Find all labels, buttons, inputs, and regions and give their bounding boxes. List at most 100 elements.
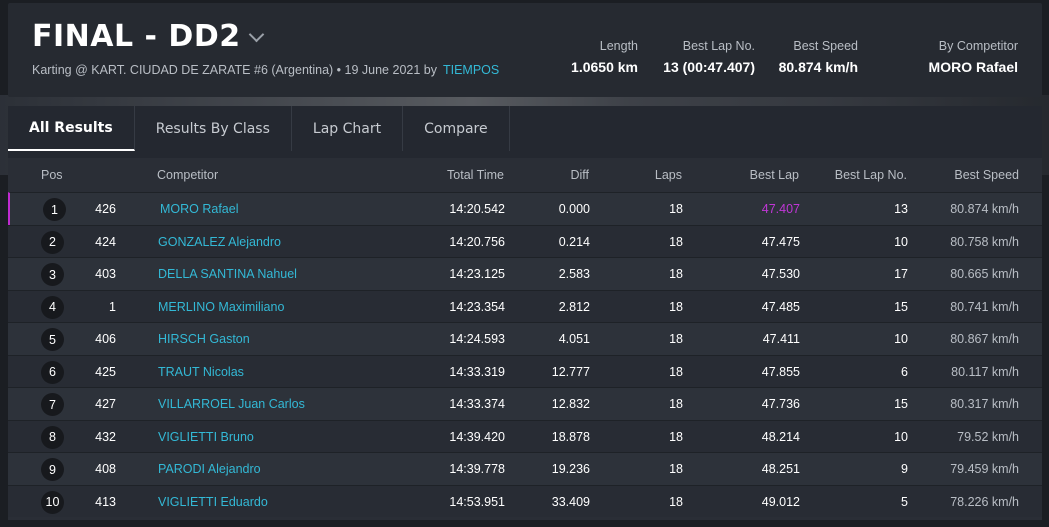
col-best-speed[interactable]: Best Speed (954, 168, 1019, 182)
laps: 18 (669, 462, 683, 476)
total-time: 14:39.420 (449, 429, 505, 444)
table-row[interactable]: 9 408 PARODI Alejandro 14:39.778 19.236 … (8, 452, 1042, 485)
laps: 18 (669, 429, 683, 444)
event-subtitle: Karting @ KART. CIUDAD DE ZARATE #6 (Arg… (32, 63, 499, 77)
position-badge: 9 (41, 458, 64, 481)
diff: 12.777 (551, 364, 590, 379)
tab-compare[interactable]: Compare (403, 106, 510, 151)
table-row[interactable]: 3 403 DELLA SANTINA Nahuel 14:23.125 2.5… (8, 257, 1042, 290)
best-lap: 48.214 (761, 429, 800, 444)
tab-bar: All Results Results By Class Lap Chart C… (8, 106, 510, 151)
stat-best-speed: Best Speed 80.874 km/h (779, 39, 858, 75)
col-best-lap-no[interactable]: Best Lap No. (834, 168, 907, 182)
kart-number: 432 (95, 429, 116, 444)
results-table: Pos Competitor Total Time Diff Laps Best… (8, 158, 1042, 520)
kart-number: 408 (95, 462, 116, 476)
laps: 18 (669, 397, 683, 411)
tab-lap-chart[interactable]: Lap Chart (292, 106, 404, 151)
results-panel: All Results Results By Class Lap Chart C… (8, 106, 1042, 520)
col-competitor[interactable]: Competitor (157, 168, 219, 182)
best-speed: 80.741 km/h (950, 299, 1019, 314)
best-lap-no: 15 (894, 299, 908, 314)
chevron-down-icon[interactable] (248, 26, 264, 43)
best-lap-no: 17 (894, 267, 908, 281)
competitor-link[interactable]: MERLINO Maximiliano (158, 299, 285, 314)
tab-results-by-class[interactable]: Results By Class (135, 106, 292, 151)
best-lap: 49.012 (761, 494, 800, 509)
table-row[interactable]: 10 413 VIGLIETTI Eduardo 14:53.951 33.40… (8, 484, 1042, 517)
total-time: 14:53.951 (449, 494, 505, 509)
competitor-link[interactable]: GONZALEZ Alejandro (158, 234, 281, 249)
diff: 19.236 (551, 462, 590, 476)
position-badge: 4 (41, 295, 64, 319)
table-row[interactable]: 1 426 MORO Rafael 14:20.542 0.000 18 47.… (8, 192, 1042, 225)
best-speed: 79.459 km/h (950, 462, 1019, 476)
total-time: 14:20.756 (449, 234, 505, 249)
best-lap-no: 9 (901, 462, 908, 476)
table-row[interactable]: 5 406 HIRSCH Gaston 14:24.593 4.051 18 4… (8, 322, 1042, 355)
competitor-link[interactable]: PARODI Alejandro (158, 462, 261, 476)
position-badge: 10 (41, 490, 64, 514)
kart-number: 425 (95, 364, 116, 379)
total-time: 14:33.319 (449, 364, 505, 379)
col-diff[interactable]: Diff (570, 168, 589, 182)
table-row[interactable]: 6 425 TRAUT Nicolas 14:33.319 12.777 18 … (8, 354, 1042, 387)
competitor-link[interactable]: VIGLIETTI Eduardo (158, 494, 268, 509)
position-badge: 3 (41, 263, 64, 286)
competitor-link[interactable]: VIGLIETTI Bruno (158, 429, 254, 444)
best-lap: 48.251 (761, 462, 800, 476)
competitor-link[interactable]: DELLA SANTINA Nahuel (158, 267, 297, 281)
diff: 4.051 (558, 332, 590, 346)
best-speed: 78.226 km/h (950, 494, 1019, 509)
col-best-lap[interactable]: Best Lap (749, 168, 799, 182)
laps: 18 (669, 494, 683, 509)
stat-value: 1.0650 km (571, 59, 638, 75)
table-header: Pos Competitor Total Time Diff Laps Best… (8, 158, 1042, 192)
laps: 18 (669, 234, 683, 249)
best-lap-no: 10 (894, 234, 908, 249)
table-row[interactable]: 2 424 GONZALEZ Alejandro 14:20.756 0.214… (8, 224, 1042, 257)
table-row[interactable]: 4 1 MERLINO Maximiliano 14:23.354 2.812 … (8, 289, 1042, 322)
kart-number: 413 (95, 494, 116, 509)
best-lap-no: 6 (901, 364, 908, 379)
laps: 18 (669, 364, 683, 379)
total-time: 14:23.125 (449, 267, 505, 281)
best-lap: 47.736 (761, 397, 800, 411)
total-time: 14:24.593 (449, 332, 505, 346)
table-body: 1 426 MORO Rafael 14:20.542 0.000 18 47.… (8, 192, 1042, 517)
col-laps[interactable]: Laps (654, 168, 682, 182)
col-pos[interactable]: Pos (41, 168, 63, 182)
kart-number: 424 (95, 234, 116, 249)
event-info: Karting @ KART. CIUDAD DE ZARATE #6 (Arg… (32, 63, 437, 77)
total-time: 14:20.542 (449, 202, 505, 216)
tab-all-results[interactable]: All Results (8, 106, 135, 151)
title-row: FINAL - DD2 (32, 19, 264, 54)
best-speed: 80.874 km/h (950, 202, 1019, 216)
competitor-link[interactable]: MORO Rafael (160, 202, 239, 216)
position-badge: 1 (43, 198, 66, 221)
competitor-link[interactable]: VILLARROEL Juan Carlos (158, 397, 305, 411)
laps: 18 (669, 202, 683, 216)
position-badge: 7 (41, 393, 64, 416)
stat-value: 80.874 km/h (778, 59, 858, 75)
competitor-link[interactable]: TRAUT Nicolas (158, 364, 244, 379)
organizer-link[interactable]: TIEMPOS (442, 63, 500, 77)
stat-label: Best Lap No. (682, 39, 755, 53)
best-lap-no: 15 (894, 397, 908, 411)
best-lap: 47.411 (762, 332, 800, 346)
table-row[interactable]: 8 432 VIGLIETTI Bruno 14:39.420 18.878 1… (8, 419, 1042, 452)
stat-label: Best Speed (793, 39, 858, 53)
table-row[interactable]: 7 427 VILLARROEL Juan Carlos 14:33.374 1… (8, 387, 1042, 420)
competitor-link[interactable]: HIRSCH Gaston (158, 332, 250, 346)
total-time: 14:23.354 (449, 299, 505, 314)
kart-number: 1 (109, 299, 116, 314)
laps: 18 (669, 267, 683, 281)
best-lap: 47.407 (761, 202, 800, 216)
best-speed: 80.317 km/h (950, 397, 1019, 411)
best-speed: 79.52 km/h (957, 429, 1019, 444)
col-total-time[interactable]: Total Time (447, 168, 504, 182)
diff: 0.000 (558, 202, 590, 216)
position-badge: 8 (41, 425, 64, 449)
kart-number: 406 (95, 332, 116, 346)
best-lap: 47.485 (761, 299, 800, 314)
